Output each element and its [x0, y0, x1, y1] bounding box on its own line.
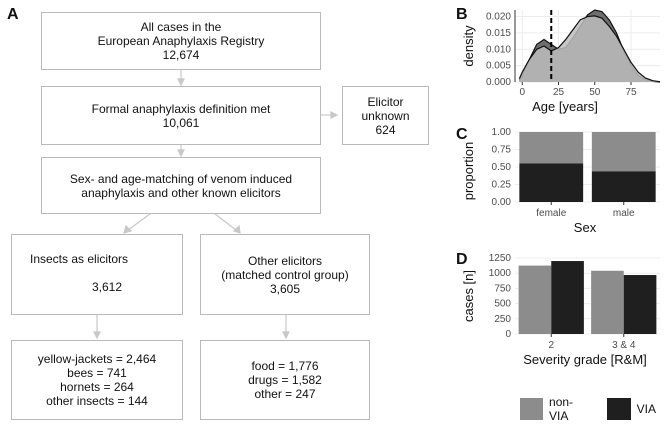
y-tick-label: 0 — [505, 329, 511, 340]
y-tick-label: 0.020 — [486, 12, 511, 23]
box-other-elicitors: Other elicitors (matched control group) … — [200, 234, 370, 315]
box-other-breakdown: food = 1,776 drugs = 1,582 other = 247 — [200, 340, 370, 420]
connector-matching-to-insects — [127, 213, 151, 231]
x-tick-label: 0 — [519, 87, 525, 98]
y-tick-label: 0.75 — [492, 145, 512, 156]
legend-item-via: VIA — [606, 398, 656, 420]
arrowhead — [177, 149, 185, 158]
panel-letter-b: B — [456, 6, 468, 23]
box-insects-count: 3,612 — [92, 280, 123, 294]
box-unknown-count: 624 — [375, 122, 396, 137]
legend: non-VIA VIA — [520, 395, 672, 423]
y-tick-label: 1.00 — [492, 127, 512, 138]
y-axis-title: density — [461, 25, 476, 67]
density-area-non-via — [519, 15, 660, 83]
legend-label-non-via: non-VIA — [549, 395, 574, 423]
insect-yellow-jackets: yellow-jackets = 2,464 — [37, 352, 157, 366]
arrowhead — [330, 111, 339, 119]
y-tick-label: 0.015 — [486, 28, 511, 39]
box-all-cases: All cases in the European Anaphylaxis Re… — [41, 12, 321, 70]
x-axis-title: Sex — [574, 220, 597, 235]
box-other-line-2: (matched control group) — [221, 267, 349, 282]
x-axis-title: Age [years] — [532, 99, 598, 114]
y-tick-label: 0.010 — [486, 44, 511, 55]
box-matching: Sex- and age-matching of venom induced a… — [41, 157, 321, 214]
bar-via-grade-2 — [551, 261, 584, 334]
y-tick-label: 0.000 — [486, 77, 511, 88]
box-formal-definition: Formal anaphylaxis definition met 10,061 — [41, 86, 321, 145]
box-insects: Insects as elicitors 3,612 — [11, 234, 183, 315]
x-tick-label: 3 & 4 — [612, 340, 636, 351]
density-chart: 0.000 0.005 0.010 0.015 0.020 0 25 50 75 Age [yea… — [461, 9, 661, 114]
box-matching-line-2: anaphylaxis and other known elicitors — [81, 185, 281, 200]
y-tick-label: 0.50 — [492, 162, 512, 173]
x-tick-label: 75 — [625, 87, 637, 98]
bar-via-female — [519, 163, 584, 202]
bar-via-grade-34 — [623, 275, 657, 334]
y-tick-label: 0.25 — [492, 180, 512, 191]
x-tick-label: male — [613, 208, 635, 219]
legend-item-non-via: non-VIA — [520, 395, 591, 423]
box-elicitor-unknown: Elicitor unknown 624 — [342, 86, 429, 145]
bar-non-via-female — [519, 132, 584, 164]
y-tick-label: 250 — [494, 314, 511, 325]
x-tick-label: 50 — [589, 87, 601, 98]
insect-bees: bees = 741 — [67, 366, 127, 380]
arrowhead — [123, 224, 133, 234]
box-formal-line-1: Formal anaphylaxis definition met — [91, 101, 271, 116]
legend-label-via: VIA — [636, 402, 656, 416]
x-tick-label: 2 — [548, 340, 554, 351]
box-matching-line-1: Sex- and age-matching of venom induced — [69, 171, 293, 186]
y-tick-label: 1250 — [489, 253, 512, 264]
x-axis-title: Severity grade [R&M] — [523, 352, 647, 367]
x-tick-label: 25 — [553, 87, 565, 98]
legend-swatch-via — [606, 398, 631, 420]
other-other: other = 247 — [254, 387, 316, 401]
legend-swatch-non-via — [520, 398, 544, 420]
box-formal-count: 10,061 — [162, 115, 200, 130]
panel-letter-a: A — [7, 6, 19, 23]
bar-non-via-grade-2 — [518, 265, 552, 334]
panel-letter-d: D — [456, 251, 468, 268]
y-axis-title: cases [n] — [461, 270, 476, 322]
bar-non-via-grade-34 — [591, 270, 624, 334]
other-food: food = 1,776 — [251, 359, 319, 373]
y-tick-label: 0.00 — [492, 197, 512, 208]
bar-via-male — [591, 171, 656, 202]
y-tick-label: 1000 — [489, 268, 512, 279]
insect-hornets: hornets = 264 — [60, 380, 134, 394]
connector-matching-to-other — [214, 213, 237, 231]
arrowhead — [232, 224, 241, 234]
box-all-line-1: All cases in the — [140, 20, 222, 34]
box-unknown-line-2: unknown — [361, 108, 410, 123]
box-all-count: 12,674 — [162, 48, 200, 62]
box-other-count: 3,605 — [269, 281, 301, 296]
arrowhead — [282, 331, 290, 340]
y-tick-label: 500 — [494, 299, 511, 310]
box-other-line-1: Other elicitors — [247, 253, 323, 268]
box-all-line-2: European Anaphylaxis Registry — [97, 34, 265, 48]
arrowhead — [93, 331, 101, 340]
x-tick-label: female — [536, 208, 566, 219]
y-tick-label: 0.005 — [486, 61, 511, 72]
proportion-chart: 0.00 0.25 0.50 0.75 1.00 female male Sex proport… — [461, 127, 660, 235]
box-unknown-line-1: Elicitor — [367, 94, 404, 109]
arrowhead — [177, 78, 185, 87]
box-insects-line-1: Insects as elicitors — [30, 252, 129, 266]
y-axis-title: proportion — [461, 142, 476, 201]
insect-other: other insects = 144 — [46, 394, 148, 408]
density-line-non-via — [518, 15, 661, 83]
bar-non-via-male — [591, 132, 656, 172]
panel-letter-c: C — [456, 126, 468, 143]
box-insect-breakdown: yellow-jackets = 2,464 bees = 741 hornet… — [11, 340, 183, 420]
other-drugs: drugs = 1,582 — [248, 373, 322, 387]
y-tick-label: 750 — [494, 283, 511, 294]
